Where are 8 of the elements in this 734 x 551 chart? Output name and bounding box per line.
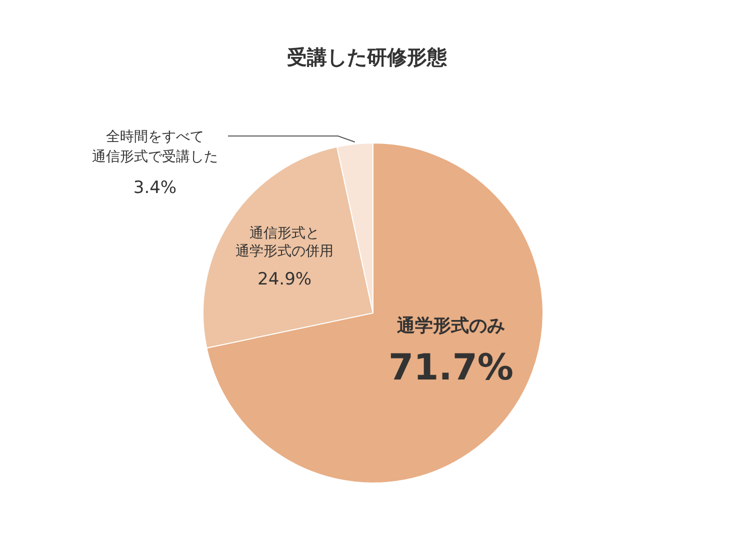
data-label: 71.7%: [388, 348, 514, 389]
data-label: 24.9%: [258, 270, 312, 290]
slice-label: 通信形式と通学形式の併用: [236, 226, 334, 260]
chart-title: 受講した研修形態: [286, 44, 448, 71]
data-label: 3.4%: [133, 178, 177, 198]
pie-slice: [206, 142, 544, 484]
slice-label: 全時間をすべて通信形式で受講した: [92, 129, 218, 165]
slice-label: 通学形式のみ: [396, 316, 505, 337]
